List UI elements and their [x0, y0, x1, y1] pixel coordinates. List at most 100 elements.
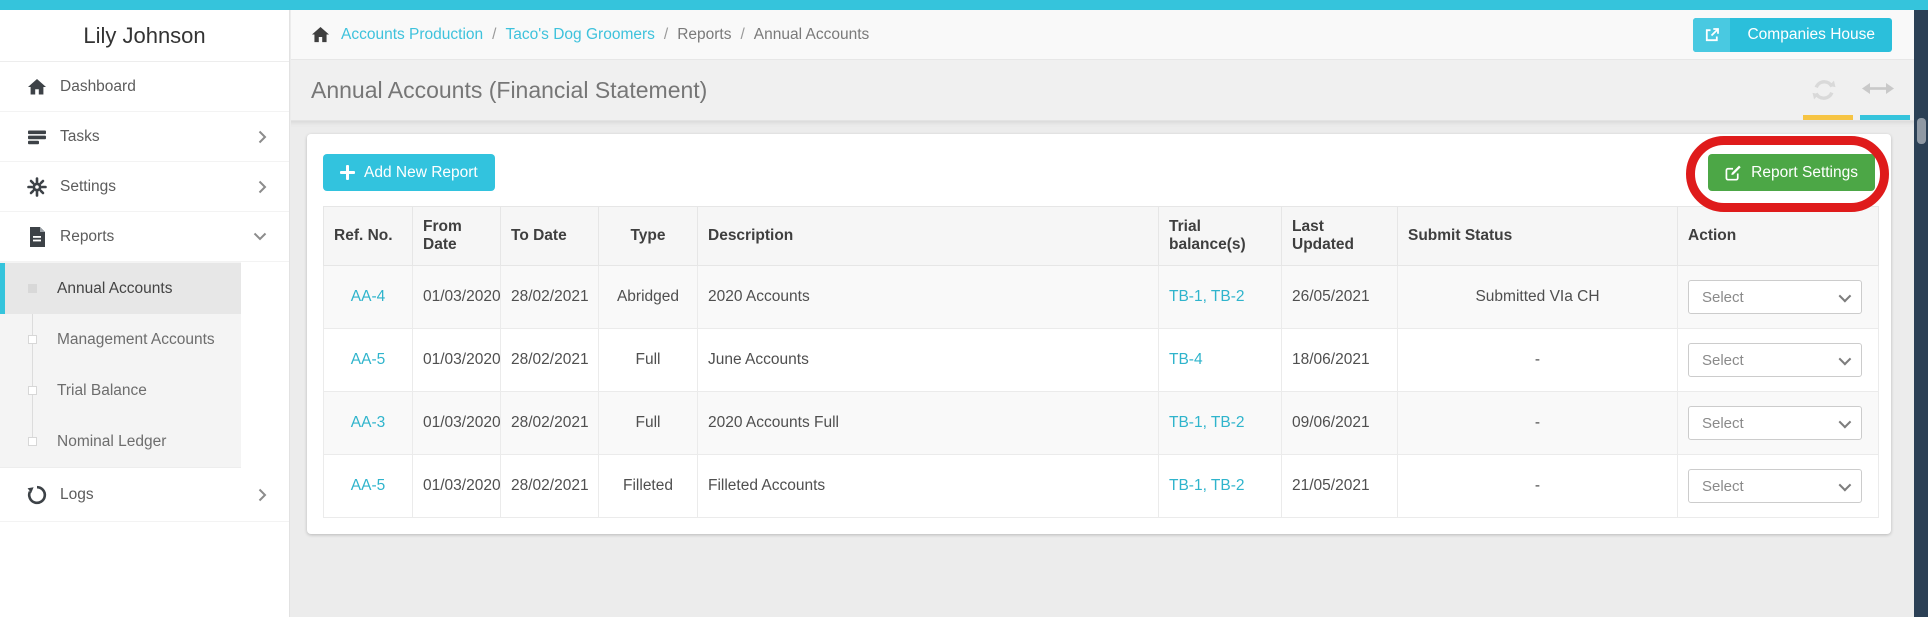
- table-header-row: Ref. No. From Date To Date Type Descript…: [323, 206, 1879, 266]
- report-ref-link[interactable]: AA-3: [350, 414, 386, 431]
- type-cell: Full: [598, 391, 698, 455]
- action-select[interactable]: Select: [1688, 343, 1862, 377]
- reports-submenu: Annual Accounts Management Accounts Tria…: [0, 262, 241, 468]
- breadcrumb-item-annual-accounts: Annual Accounts: [753, 25, 870, 43]
- to-date-cell: 28/02/2021: [500, 454, 599, 518]
- chevron-down-icon: [1838, 478, 1852, 491]
- history-icon: [26, 484, 47, 505]
- column-header-submit-status: Submit Status: [1397, 206, 1678, 266]
- column-header-from-date: From Date: [412, 206, 501, 266]
- page-title: Annual Accounts (Financial Statement): [311, 76, 708, 103]
- card-toolbar: Add New Report Report Settings: [323, 136, 1889, 212]
- last-updated-cell: 26/05/2021: [1281, 265, 1398, 329]
- document-icon: [26, 226, 47, 247]
- report-ref-link[interactable]: AA-5: [350, 477, 386, 494]
- submenu-connector-line: [32, 288, 33, 443]
- chevron-down-icon: [1838, 289, 1852, 302]
- reports-card: Add New Report Report Settings: [307, 134, 1891, 534]
- column-header-ref-no: Ref. No.: [323, 206, 413, 266]
- sidebar-subitem-trial-balance[interactable]: Trial Balance: [0, 365, 241, 416]
- sidebar-subitem-label: Management Accounts: [57, 330, 215, 348]
- sidebar-item-logs[interactable]: Logs: [0, 468, 289, 522]
- trial-balance-link[interactable]: TB-1, TB-2: [1169, 414, 1245, 431]
- chevron-right-icon: [258, 130, 267, 144]
- submenu-bullet-icon: [28, 437, 37, 446]
- report-settings-wrapper: Report Settings: [1686, 136, 1889, 212]
- sidebar: Lily Johnson Dashboard Tasks: [0, 10, 290, 617]
- yellow-indicator-bar: [1803, 115, 1853, 120]
- home-icon: [26, 76, 47, 97]
- action-select-value: Select: [1702, 288, 1744, 306]
- column-header-last-updated: Last Updated: [1281, 206, 1398, 266]
- description-cell: 2020 Accounts Full: [697, 391, 1159, 455]
- column-header-type: Type: [598, 206, 698, 266]
- sidebar-item-label: Tasks: [60, 127, 100, 145]
- description-cell: 2020 Accounts: [697, 265, 1159, 329]
- home-icon[interactable]: [311, 26, 330, 44]
- submit-status-cell: -: [1397, 328, 1678, 392]
- report-settings-button[interactable]: Report Settings: [1708, 154, 1875, 191]
- sidebar-subitem-annual-accounts[interactable]: Annual Accounts: [0, 263, 241, 314]
- tasks-icon: [26, 126, 47, 147]
- top-accent-bar: [0, 0, 1928, 10]
- breadcrumb-link-accounts-production[interactable]: Accounts Production: [341, 25, 484, 43]
- description-cell: June Accounts: [697, 328, 1159, 392]
- from-date-cell: 01/03/2020: [412, 265, 501, 329]
- sidebar-item-label: Logs: [60, 485, 94, 503]
- action-select[interactable]: Select: [1688, 469, 1862, 503]
- chevron-down-icon: [1838, 415, 1852, 428]
- main-area: Accounts Production / Taco's Dog Groomer…: [291, 10, 1914, 617]
- breadcrumb-link-client[interactable]: Taco's Dog Groomers: [505, 25, 655, 43]
- trial-balance-link[interactable]: TB-4: [1169, 351, 1203, 368]
- page-scrollbar: [1914, 10, 1928, 617]
- type-cell: Abridged: [598, 265, 698, 329]
- last-updated-cell: 09/06/2021: [1281, 391, 1398, 455]
- table-row: AA-5 01/03/2020 28/02/2021 Full June Acc…: [323, 328, 1879, 392]
- submenu-bullet-icon: [28, 386, 37, 395]
- action-select-value: Select: [1702, 414, 1744, 432]
- sidebar-subitem-nominal-ledger[interactable]: Nominal Ledger: [0, 416, 241, 467]
- action-select-value: Select: [1702, 351, 1744, 369]
- sidebar-item-label: Reports: [60, 227, 115, 245]
- sidebar-item-tasks[interactable]: Tasks: [0, 112, 289, 162]
- trial-balance-link[interactable]: TB-1, TB-2: [1169, 477, 1245, 494]
- chevron-down-icon: [253, 232, 267, 241]
- user-name: Lily Johnson: [0, 10, 289, 62]
- report-settings-label: Report Settings: [1751, 163, 1858, 181]
- sidebar-item-label: Dashboard: [60, 77, 136, 95]
- scrollbar-thumb[interactable]: [1917, 118, 1926, 144]
- breadcrumb: Accounts Production / Taco's Dog Groomer…: [291, 10, 1914, 60]
- action-select[interactable]: Select: [1688, 280, 1862, 314]
- plus-icon: [340, 165, 355, 180]
- external-link-icon: [1693, 17, 1731, 52]
- sidebar-subitem-management-accounts[interactable]: Management Accounts: [0, 314, 241, 365]
- description-cell: Filleted Accounts: [697, 454, 1159, 518]
- sidebar-subitem-label: Nominal Ledger: [57, 432, 167, 450]
- report-ref-link[interactable]: AA-4: [350, 288, 386, 305]
- expand-width-icon[interactable]: [1862, 82, 1894, 100]
- from-date-cell: 01/03/2020: [412, 328, 501, 392]
- refresh-icon[interactable]: [1810, 77, 1838, 108]
- sidebar-item-settings[interactable]: Settings: [0, 162, 289, 212]
- sidebar-subitem-label: Annual Accounts: [57, 279, 173, 297]
- add-new-report-label: Add New Report: [364, 163, 478, 181]
- trial-balance-link[interactable]: TB-1, TB-2: [1169, 288, 1245, 305]
- add-new-report-button[interactable]: Add New Report: [323, 154, 495, 191]
- to-date-cell: 28/02/2021: [500, 328, 599, 392]
- table-row: AA-5 01/03/2020 28/02/2021 Filleted Fill…: [323, 454, 1879, 518]
- sidebar-item-dashboard[interactable]: Dashboard: [0, 62, 289, 112]
- last-updated-cell: 18/06/2021: [1281, 328, 1398, 392]
- chevron-down-icon: [1838, 352, 1852, 365]
- action-select-value: Select: [1702, 477, 1744, 495]
- to-date-cell: 28/02/2021: [500, 265, 599, 329]
- annual-accounts-table: Ref. No. From Date To Date Type Descript…: [323, 206, 1879, 518]
- page-header: Annual Accounts (Financial Statement): [291, 60, 1914, 120]
- companies-house-button[interactable]: Companies House: [1693, 17, 1892, 52]
- type-cell: Full: [598, 328, 698, 392]
- action-select[interactable]: Select: [1688, 406, 1862, 440]
- sidebar-item-reports[interactable]: Reports: [0, 212, 289, 262]
- from-date-cell: 01/03/2020: [412, 454, 501, 518]
- submit-status-cell: -: [1397, 391, 1678, 455]
- column-header-to-date: To Date: [500, 206, 599, 266]
- report-ref-link[interactable]: AA-5: [350, 351, 386, 368]
